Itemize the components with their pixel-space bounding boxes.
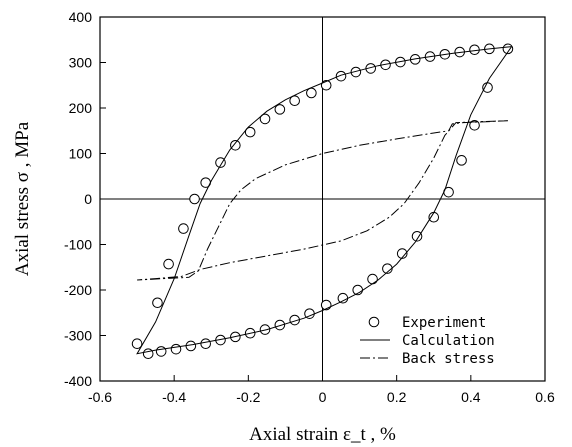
x-tick-label: -0.4: [162, 389, 186, 405]
experiment-point: [155, 346, 167, 357]
legend-label: Back stress: [402, 351, 495, 367]
y-tick-label: 0: [84, 191, 92, 207]
x-tick-label: 0.4: [461, 389, 481, 405]
experiment-point: [215, 157, 226, 168]
experiment-point: [152, 297, 163, 309]
y-tick-label: -300: [64, 328, 92, 344]
experiment-point: [337, 292, 349, 304]
series-layer: [131, 43, 514, 360]
experiment-point: [142, 348, 154, 360]
experiment-point: [185, 340, 197, 352]
experiment-point: [178, 223, 189, 234]
axis-lines: [100, 17, 545, 381]
legend-label: Experiment: [402, 315, 486, 331]
experiment-point: [367, 273, 378, 285]
experiment-point: [469, 119, 480, 131]
experiment-point: [200, 338, 211, 349]
experiment-point: [469, 44, 480, 56]
experiment-point: [274, 319, 286, 331]
experiment-point: [396, 248, 408, 259]
experiment-point: [482, 82, 493, 93]
y-axis-label: Axial stress σ , MPa: [12, 121, 33, 276]
experiment-point: [230, 140, 241, 151]
experiment-point: [244, 126, 256, 138]
y-tick-label: 100: [69, 146, 93, 162]
legend: Experiment Calculation Back stress: [360, 315, 495, 367]
y-tick-label: 400: [69, 9, 93, 25]
x-tick-label: -0.6: [88, 389, 112, 405]
experiment-point: [163, 258, 174, 270]
series-back-stress-line: [137, 120, 508, 281]
x-axis-label: Axial strain ε_t , %: [249, 424, 396, 445]
x-tick-label: -0.2: [236, 389, 260, 405]
y-tick-label: -200: [64, 282, 92, 298]
x-tick-label: 0.6: [535, 389, 555, 405]
experiment-point: [350, 66, 362, 78]
experiment-point: [306, 87, 317, 99]
experiment-point: [456, 155, 467, 166]
y-tick-label: -400: [64, 373, 92, 389]
experiment-point: [411, 231, 423, 242]
experiment-point: [259, 113, 271, 125]
x-tick-label: 0: [319, 389, 327, 405]
experiment-point: [189, 193, 200, 205]
experiment-point: [289, 95, 300, 107]
ticks-layer: -0.6 -0.4 -0.2 0 0.2 0.4 0.6 400 300 200 100 0 -100 -…: [64, 9, 555, 405]
experiment-point: [170, 343, 182, 355]
legend-label: Calculation: [402, 333, 495, 349]
series-calculation-line: [136, 46, 513, 355]
y-tick-label: 200: [69, 100, 93, 116]
experiment-point: [274, 104, 286, 115]
y-tick-label: 300: [69, 55, 93, 71]
experiment-point: [335, 70, 347, 82]
x-tick-label: 0.2: [387, 389, 407, 405]
experiment-point: [382, 263, 393, 274]
y-tick-label: -100: [64, 237, 92, 253]
series-experiment: [131, 43, 514, 360]
legend-marker-experiment: [368, 316, 380, 328]
experiment-point: [131, 338, 143, 349]
